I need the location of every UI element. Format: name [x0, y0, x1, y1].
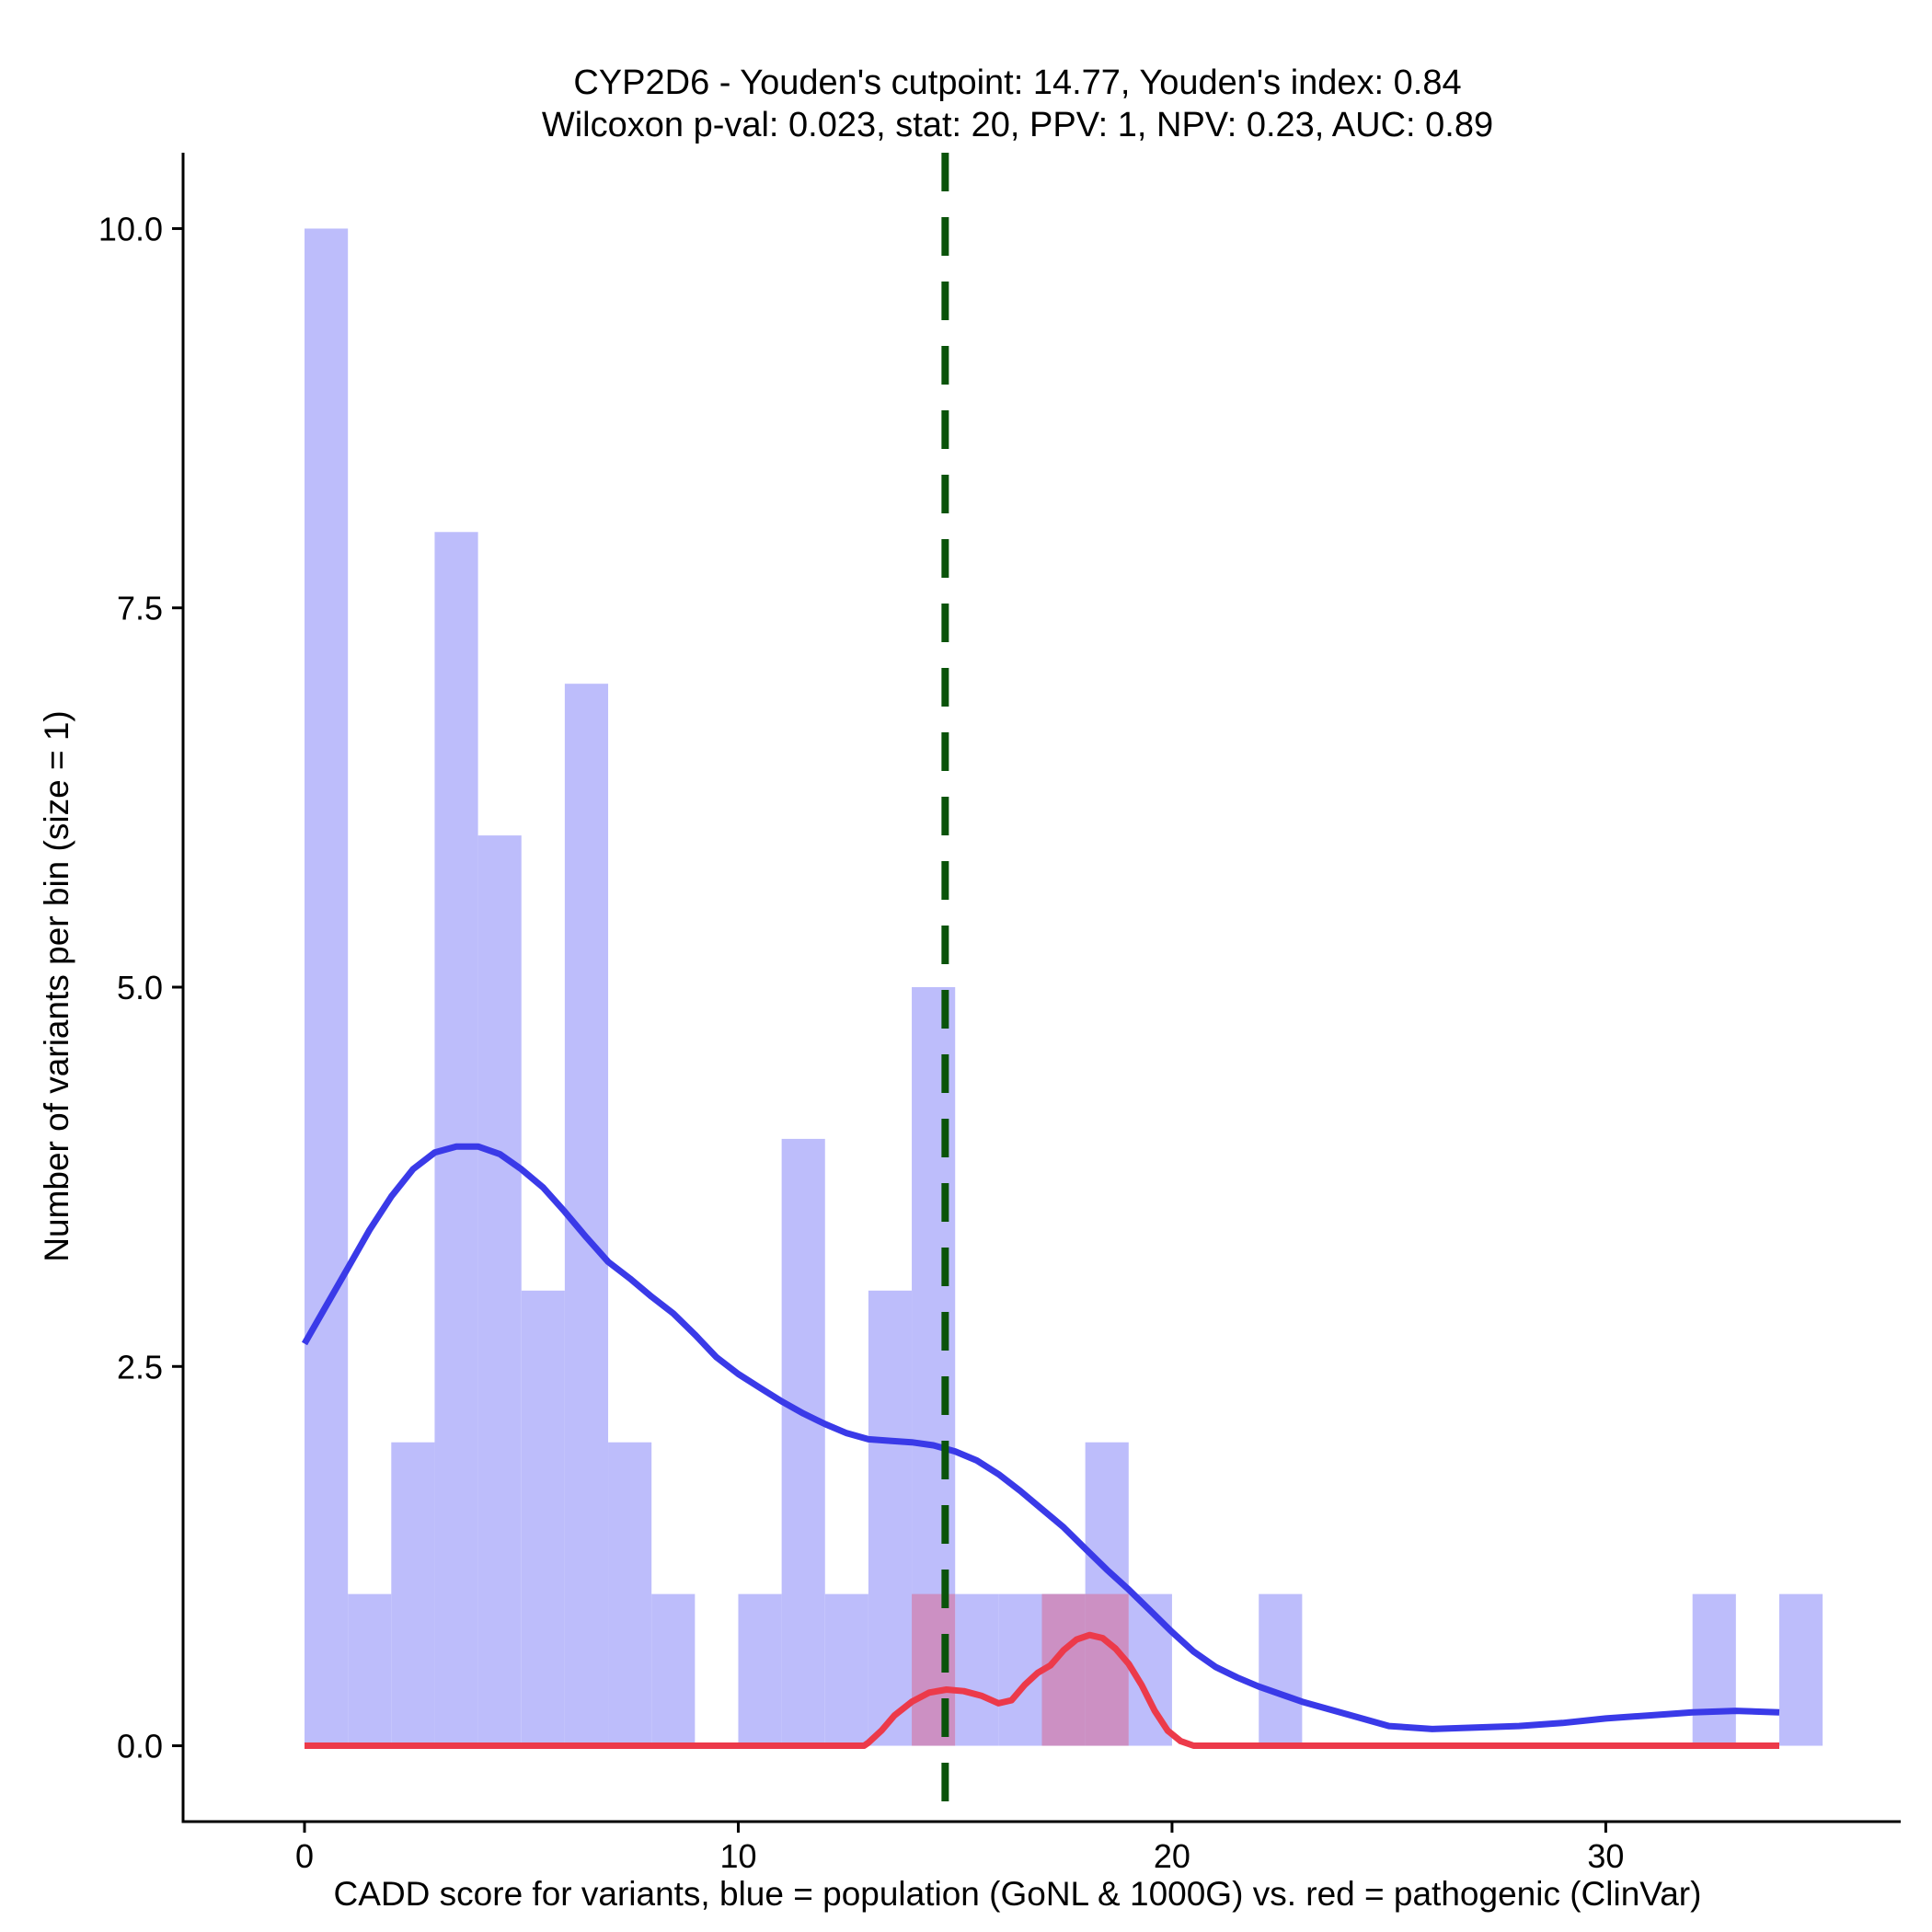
x-axis-ticks: 0 10 20 30 [295, 1822, 1624, 1875]
pathogenic-bars [912, 1593, 1129, 1746]
population-bar [305, 228, 349, 1746]
x-tick-label: 10 [719, 1837, 756, 1875]
x-tick-label: 20 [1154, 1837, 1190, 1875]
y-tick-label: 2.5 [117, 1348, 163, 1386]
population-bar [1778, 1593, 1823, 1746]
population-bar [868, 1290, 913, 1746]
y-tick-label: 7.5 [117, 590, 163, 627]
pathogenic-bar [1041, 1593, 1086, 1746]
chart-title-line-1: CYP2D6 - Youden's cutpoint: 14.77, Youde… [573, 63, 1461, 102]
pathogenic-density-curve [305, 1631, 1779, 1749]
population-bar [477, 835, 522, 1746]
y-axis-label: Number of variants per bin (size = 1) [38, 710, 75, 1261]
population-bar [608, 1442, 652, 1746]
population-bar [955, 1593, 999, 1746]
population-bar [651, 1593, 696, 1746]
population-bar [1259, 1593, 1303, 1746]
y-tick-label: 5.0 [117, 969, 163, 1006]
population-bar [434, 532, 478, 1746]
population-bar [564, 684, 609, 1746]
population-bar [391, 1442, 435, 1746]
y-tick-label: 0.0 [117, 1728, 163, 1765]
population-bar [348, 1593, 392, 1746]
y-tick-label: 10.0 [98, 210, 163, 247]
population-bar [738, 1593, 782, 1746]
y-axis-ticks: 0.0 2.5 5.0 7.5 10.0 [98, 210, 183, 1765]
x-axis-label: CADD score for variants, blue = populati… [334, 1875, 1702, 1913]
population-bar [521, 1290, 565, 1746]
population-bar [781, 1138, 825, 1746]
pathogenic-bar [1085, 1593, 1129, 1746]
chart-title-line-2: Wilcoxon p-val: 0.023, stat: 20, PPV: 1,… [542, 106, 1493, 144]
x-tick-label: 30 [1587, 1837, 1624, 1875]
population-bar [1692, 1593, 1736, 1746]
population-bar [998, 1593, 1042, 1746]
population-density-curve [301, 1143, 1780, 1732]
population-bar [824, 1593, 868, 1746]
x-tick-label: 0 [295, 1837, 314, 1875]
